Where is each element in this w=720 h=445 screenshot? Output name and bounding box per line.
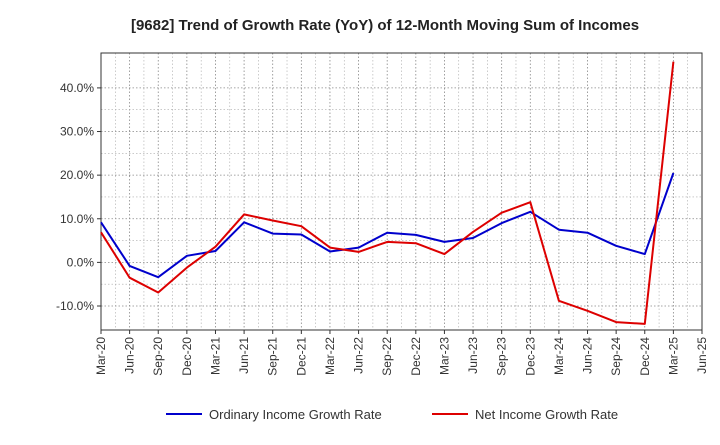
legend-label: Net Income Growth Rate <box>475 407 618 422</box>
y-tick-label: 20.0% <box>60 168 94 182</box>
x-tick-label: Sep-22 <box>380 337 394 376</box>
x-tick-label: Jun-21 <box>237 337 251 374</box>
x-tick-label: Dec-22 <box>409 337 423 376</box>
x-tick-label: Dec-24 <box>638 337 652 376</box>
x-tick-label: Mar-22 <box>323 337 337 375</box>
plot-area-border <box>100 52 703 331</box>
x-tick-label: Jun-25 <box>695 337 709 374</box>
x-tick-label: Dec-23 <box>523 337 537 376</box>
x-tick-label: Dec-20 <box>180 337 194 376</box>
x-tick-label: Mar-24 <box>552 337 566 375</box>
y-tick-label: 0.0% <box>67 255 95 269</box>
x-tick-label: Jun-22 <box>352 337 366 374</box>
x-tick-label: Sep-24 <box>609 337 623 376</box>
legend-label: Ordinary Income Growth Rate <box>209 407 382 422</box>
x-tick-label: Jun-20 <box>123 337 137 374</box>
y-axis-ticks: -10.0% 0.0% 10.0% 20.0% 30.0% 40.0% <box>56 81 101 313</box>
x-tick-label: Dec-21 <box>294 337 308 376</box>
chart-title: [9682] Trend of Growth Rate (YoY) of 12-… <box>131 17 639 34</box>
y-tick-label: 40.0% <box>60 81 94 95</box>
x-tick-label: Sep-20 <box>151 337 165 376</box>
x-tick-label: Mar-21 <box>208 337 222 375</box>
y-tick-label: 10.0% <box>60 212 94 226</box>
series-line-0 <box>100 172 675 279</box>
x-tick-label: Jun-23 <box>466 337 480 374</box>
grid-lines <box>100 53 703 330</box>
series-line-1 <box>100 61 675 325</box>
x-axis-ticks: Mar-20 Jun-20 Sep-20 Dec-20 Mar-21 Jun-21 Sep-… <box>94 330 709 376</box>
y-tick-label: 30.0% <box>60 125 94 139</box>
x-tick-label: Mar-20 <box>94 337 108 375</box>
x-tick-label: Mar-25 <box>666 337 680 375</box>
series-lines <box>100 61 675 325</box>
x-tick-label: Sep-21 <box>266 337 280 376</box>
x-tick-label: Mar-23 <box>437 337 451 375</box>
y-tick-label: -10.0% <box>56 299 94 313</box>
legend: Ordinary Income Growth Rate Net Income Gr… <box>166 407 618 422</box>
x-tick-label: Sep-23 <box>495 337 509 376</box>
x-tick-label: Jun-24 <box>581 337 595 374</box>
